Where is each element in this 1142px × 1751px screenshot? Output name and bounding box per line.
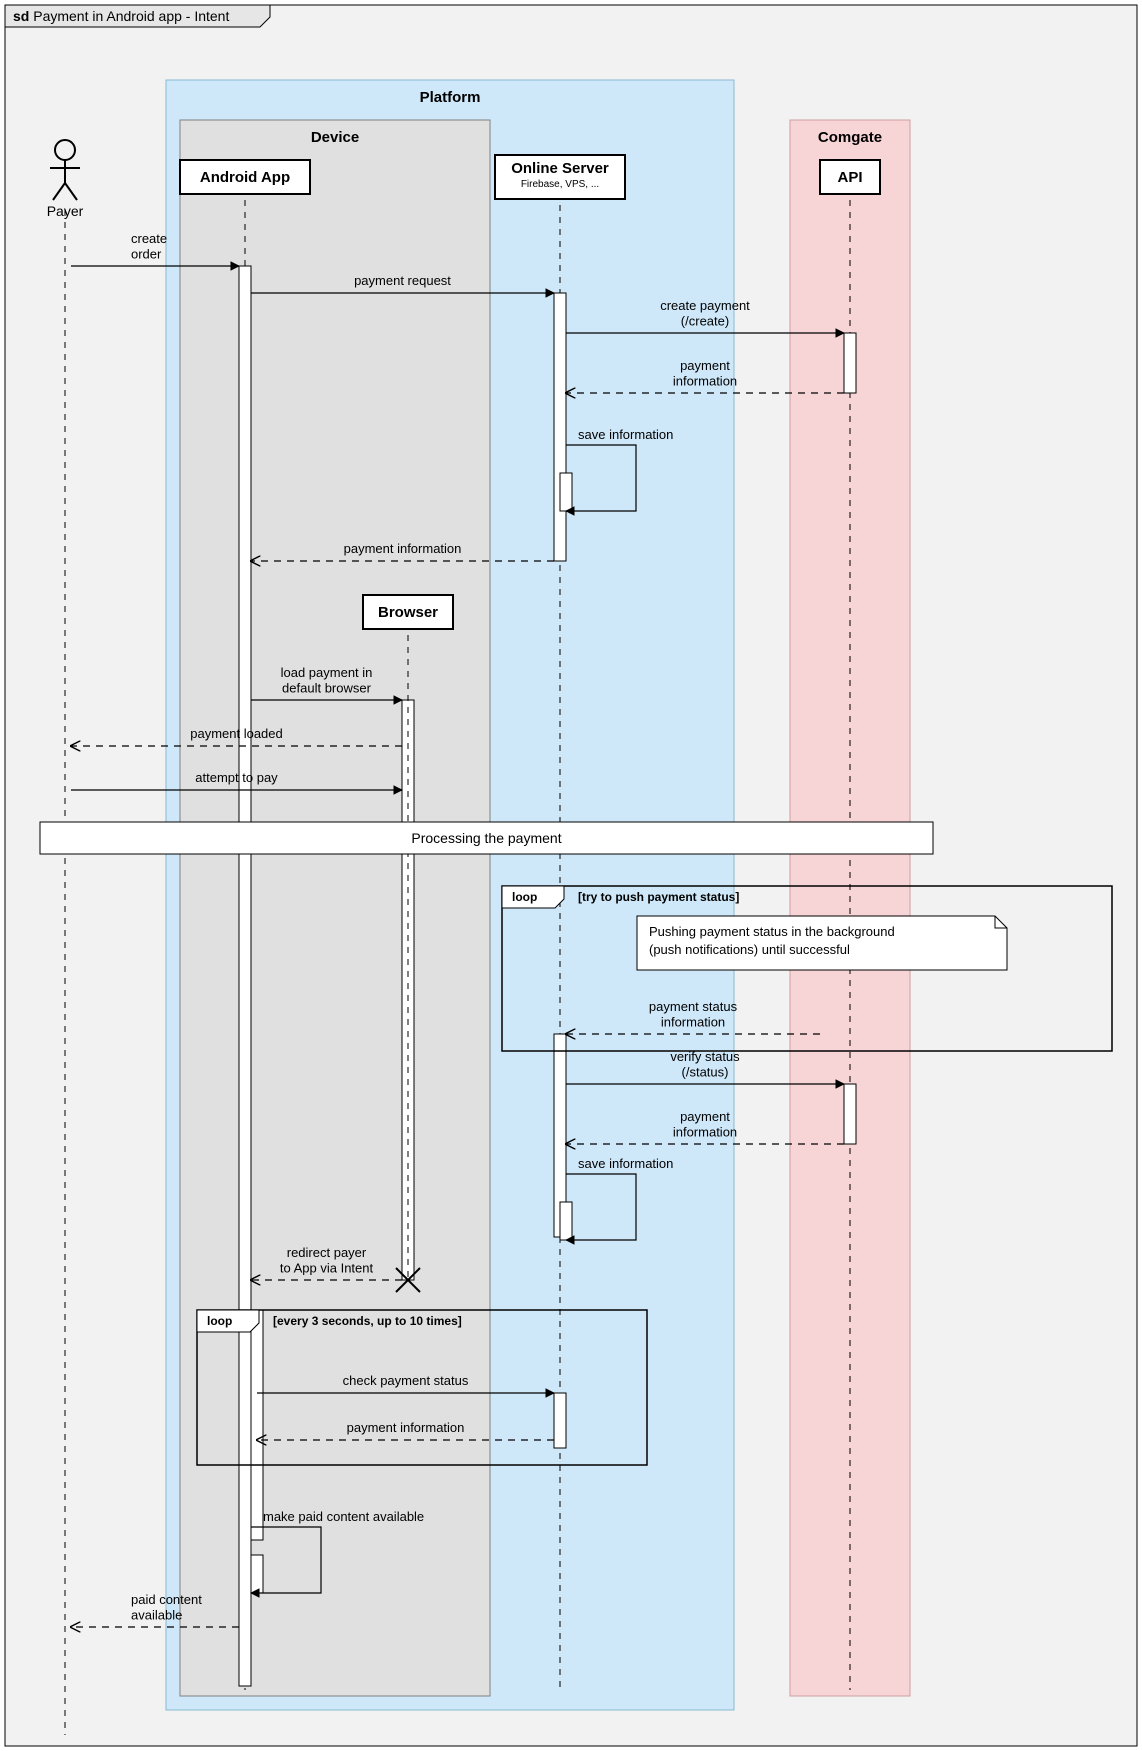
participant-server-label: Online Server: [511, 160, 609, 177]
platform-box-title: Platform: [420, 89, 481, 106]
frame-title: sd Payment in Android app - Intent: [13, 8, 229, 24]
activation-app-0: [239, 266, 251, 1686]
participant-api-label: API: [837, 169, 862, 186]
activation-api-2: [844, 333, 856, 393]
group-cond-0: [try to push payment status]: [578, 890, 739, 904]
message-label-7: payment loaded: [190, 726, 283, 741]
message-label-5: payment information: [344, 541, 462, 556]
group-label-1: loop: [207, 1314, 232, 1328]
message-label-3: paymentinformation: [673, 358, 737, 389]
activation-app-10: [251, 1555, 263, 1593]
participant-app-label: Android App: [200, 169, 290, 186]
activation-server-7: [560, 1202, 572, 1240]
group-cond-1: [every 3 seconds, up to 10 times]: [273, 1314, 462, 1328]
participant-server-sub: Firebase, VPS, ...: [521, 179, 599, 190]
message-label-1: payment request: [354, 273, 451, 288]
activation-app-8: [251, 1310, 263, 1540]
activation-api-6: [844, 1084, 856, 1144]
message-label-6: load payment indefault browser: [281, 665, 373, 696]
message-label-16: make paid content available: [263, 1509, 424, 1524]
message-label-15: payment information: [347, 1420, 465, 1435]
message-label-9: payment statusinformation: [649, 999, 738, 1030]
message-label-14: check payment status: [343, 1373, 469, 1388]
message-label-4: save information: [578, 427, 673, 442]
device-box: [180, 120, 490, 1696]
group-label-0: loop: [512, 890, 537, 904]
activation-server-9: [554, 1393, 566, 1448]
message-label-13: redirect payerto App via Intent: [280, 1245, 374, 1276]
device-box-title: Device: [311, 129, 359, 146]
participant-browser-label: Browser: [378, 604, 438, 621]
activation-server-3: [560, 473, 572, 511]
divider-label: Processing the payment: [411, 830, 561, 846]
note-line-1: (push notifications) until successful: [649, 942, 850, 957]
note-line-0: Pushing payment status in the background: [649, 924, 895, 939]
message-label-11: paymentinformation: [673, 1109, 737, 1140]
comgate-box-title: Comgate: [818, 129, 882, 146]
sequence-diagram: sd Payment in Android app - Intent Platfo…: [0, 0, 1142, 1751]
activation-server-1: [554, 293, 566, 561]
message-label-12: save information: [578, 1156, 673, 1171]
message-label-8: attempt to pay: [195, 770, 278, 785]
